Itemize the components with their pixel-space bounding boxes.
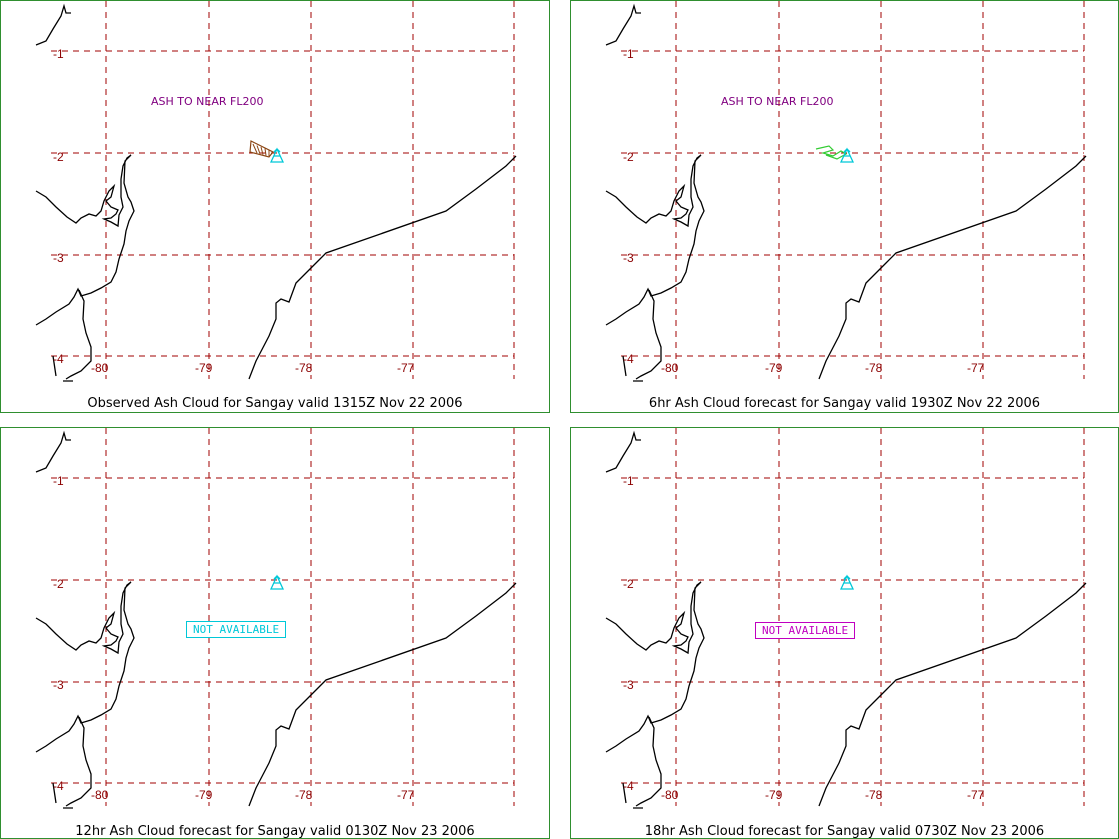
- panel-caption: 18hr Ash Cloud forecast for Sangay valid…: [644, 824, 1045, 839]
- longitude-label: -78: [865, 361, 883, 375]
- latitude-label: -4: [53, 352, 64, 366]
- panel-caption: 6hr Ash Cloud forecast for Sangay valid …: [648, 396, 1041, 411]
- ash-cloud-hatch: [256, 145, 261, 154]
- longitude-label: -79: [195, 788, 213, 802]
- longitude-label: -79: [765, 788, 783, 802]
- ash-cloud-hatch: [264, 148, 267, 156]
- coastline: [605, 430, 705, 809]
- longitude-label: -80: [661, 361, 679, 375]
- border-line: [248, 582, 517, 807]
- border-line: [818, 582, 1087, 807]
- coastline: [35, 430, 135, 809]
- volcano-marker-icon: [839, 147, 855, 163]
- longitude-label: -80: [91, 361, 109, 375]
- ash-height-note: ASH TO NEAR FL200: [721, 95, 834, 108]
- ash-cloud-hatch: [260, 146, 264, 155]
- map-canvas: -1 -2 -3 -4 -80 -79 -78 -77: [605, 428, 1087, 809]
- coastline: [35, 3, 135, 382]
- volcano-marker-icon: [269, 147, 285, 163]
- latitude-label: -1: [623, 47, 634, 61]
- longitude-label: -80: [661, 788, 679, 802]
- latitude-label: -3: [53, 251, 64, 265]
- ash-cloud-hatch: [252, 143, 258, 154]
- ash-cloud-forecast: [815, 145, 848, 160]
- latitude-label: -4: [623, 352, 634, 366]
- longitude-label: -78: [295, 361, 313, 375]
- map-panel-18hr: -1 -2 -3 -4 -80 -79 -78 -77 NOT AVAILABLE 18hr …: [570, 427, 1119, 839]
- latitude-label: -1: [53, 47, 64, 61]
- latitude-label: -1: [623, 474, 634, 488]
- longitude-label: -80: [91, 788, 109, 802]
- panel-caption: 12hr Ash Cloud forecast for Sangay valid…: [75, 824, 475, 839]
- map-canvas: -1 -2 -3 -4 -80 -79 -78 -77: [35, 428, 517, 809]
- longitude-label: -77: [397, 361, 415, 375]
- volcano-marker-icon: [269, 574, 285, 590]
- panel-caption: Observed Ash Cloud for Sangay valid 1315…: [87, 396, 463, 411]
- map-canvas: -1 -2 -3 -4 -80 -79 -78 -77: [35, 1, 517, 382]
- longitude-label: -77: [397, 788, 415, 802]
- border-line: [818, 155, 1087, 380]
- latitude-label: -2: [623, 577, 634, 591]
- ash-height-note: ASH TO NEAR FL200: [151, 95, 264, 108]
- map-panel-observed: -1 -2 -3 -4 -80 -79 -78 -77 ASH TO NEAR FL200 O…: [0, 0, 550, 413]
- not-available-label: NOT AVAILABLE: [186, 621, 287, 638]
- latitude-label: -2: [53, 150, 64, 164]
- longitude-label: -79: [195, 361, 213, 375]
- latitude-label: -4: [53, 779, 64, 793]
- latitude-label: -2: [623, 150, 634, 164]
- not-available-label: NOT AVAILABLE: [755, 622, 856, 639]
- latitude-label: -4: [623, 779, 634, 793]
- longitude-label: -79: [765, 361, 783, 375]
- ash-cloud-outline: [249, 140, 274, 158]
- longitude-label: -78: [295, 788, 313, 802]
- longitude-label: -78: [865, 788, 883, 802]
- longitude-label: -77: [967, 788, 985, 802]
- coastline: [605, 3, 705, 382]
- latitude-label: -3: [623, 678, 634, 692]
- border-line: [248, 155, 517, 380]
- map-panel-12hr: -1 -2 -3 -4 -80 -79 -78 -77 NOT AVAILABLE 12hr …: [0, 427, 550, 839]
- latitude-label: -2: [53, 577, 64, 591]
- longitude-label: -77: [967, 361, 985, 375]
- volcano-marker-icon: [839, 574, 855, 590]
- map-canvas: -1 -2 -3 -4 -80 -79 -78 -77: [605, 1, 1087, 382]
- latitude-label: -1: [53, 474, 64, 488]
- latitude-label: -3: [53, 678, 64, 692]
- map-panel-6hr: -1 -2 -3 -4 -80 -79 -78 -77 ASH TO NEAR FL200 6…: [570, 0, 1119, 413]
- latitude-label: -3: [623, 251, 634, 265]
